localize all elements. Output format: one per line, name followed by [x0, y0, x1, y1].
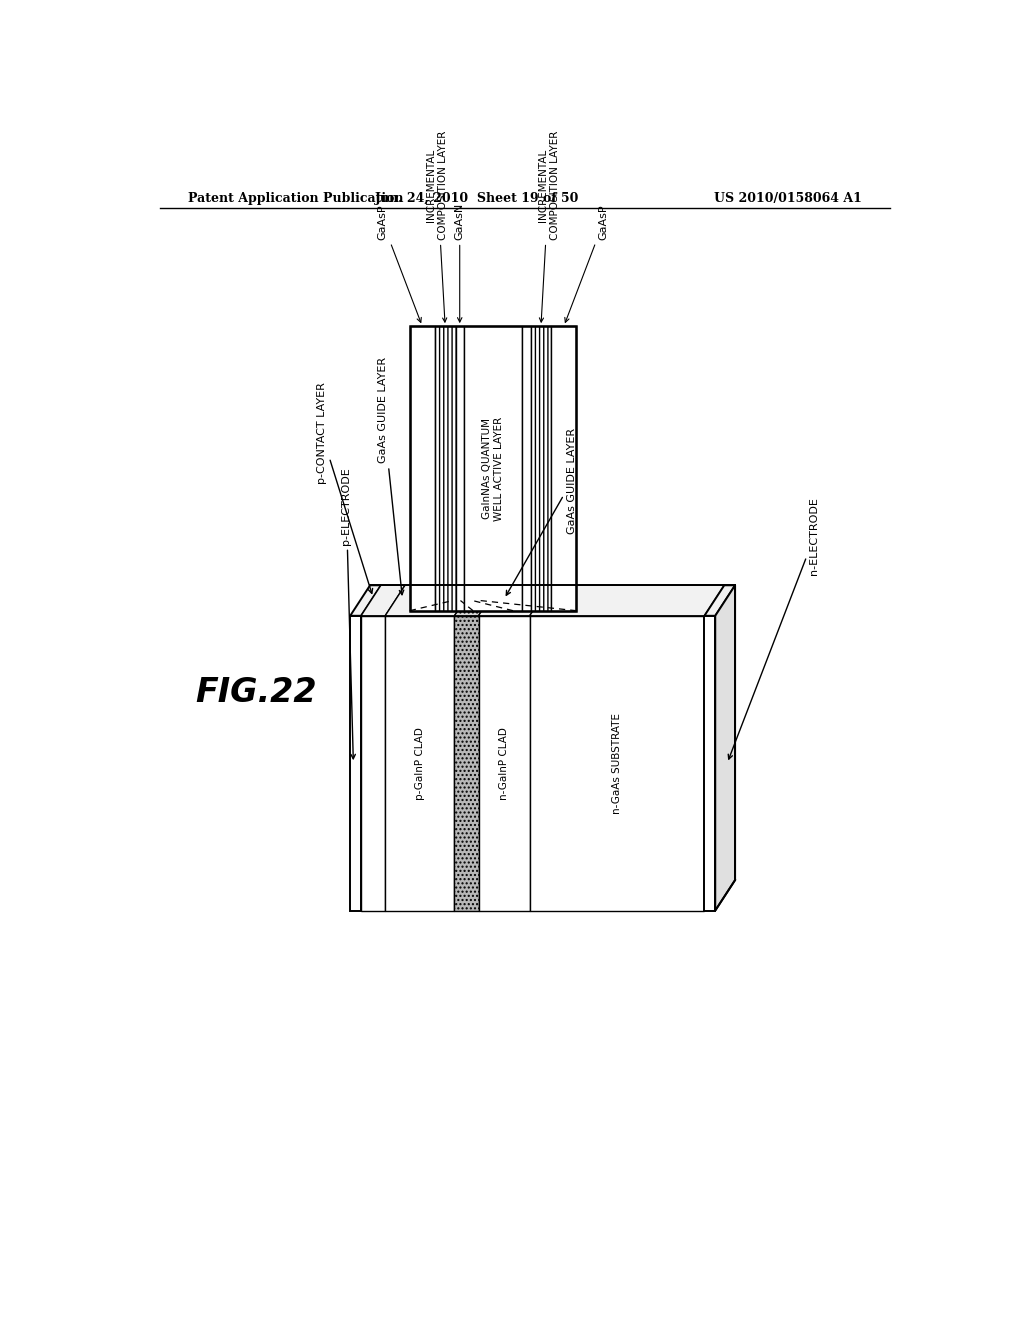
Bar [530, 326, 551, 611]
Polygon shape [705, 585, 735, 615]
Bar [350, 615, 361, 911]
Polygon shape [478, 585, 550, 615]
Bar [455, 615, 478, 911]
Text: GaAsP: GaAsP [565, 205, 608, 322]
Text: GaAsN: GaAsN [455, 202, 465, 322]
Text: n-GaInP CLAD: n-GaInP CLAD [499, 727, 509, 800]
Text: GaAs GUIDE LAYER: GaAs GUIDE LAYER [506, 429, 577, 595]
Polygon shape [350, 585, 381, 615]
Bar [464, 326, 522, 611]
Bar [410, 326, 435, 611]
Polygon shape [715, 585, 735, 911]
Text: p-ELECTRODE: p-ELECTRODE [341, 467, 355, 759]
Text: n-GaAs SUBSTRATE: n-GaAs SUBSTRATE [612, 713, 622, 813]
Text: Patent Application Publication: Patent Application Publication [187, 191, 403, 205]
Text: GaAsP: GaAsP [378, 205, 421, 322]
Bar [410, 326, 577, 611]
Bar [529, 615, 705, 911]
Text: GaInNAs QUANTUM
WELL ACTIVE LAYER: GaInNAs QUANTUM WELL ACTIVE LAYER [482, 416, 504, 520]
Polygon shape [529, 585, 724, 615]
Text: p-CONTACT LAYER: p-CONTACT LAYER [316, 381, 373, 594]
Bar [705, 615, 715, 911]
Bar [551, 326, 577, 611]
Text: p-GaInP CLAD: p-GaInP CLAD [415, 727, 425, 800]
Bar [435, 326, 456, 611]
Text: US 2010/0158064 A1: US 2010/0158064 A1 [714, 191, 862, 205]
Bar [361, 615, 385, 911]
Bar [522, 326, 530, 611]
Polygon shape [385, 585, 474, 615]
Text: GaAs GUIDE LAYER: GaAs GUIDE LAYER [378, 358, 403, 595]
Polygon shape [361, 585, 404, 615]
Text: INCREMENTAL
COMPOSITION LAYER: INCREMENTAL COMPOSITION LAYER [538, 131, 560, 322]
Text: Jun. 24, 2010  Sheet 19 of 50: Jun. 24, 2010 Sheet 19 of 50 [375, 191, 580, 205]
Text: INCREMENTAL
COMPOSITION LAYER: INCREMENTAL COMPOSITION LAYER [426, 131, 449, 322]
Bar [478, 615, 529, 911]
Polygon shape [455, 585, 499, 615]
Text: n-ELECTRODE: n-ELECTRODE [728, 498, 819, 759]
Bar [456, 326, 464, 611]
Bar [385, 615, 455, 911]
Text: FIG.22: FIG.22 [196, 676, 317, 709]
